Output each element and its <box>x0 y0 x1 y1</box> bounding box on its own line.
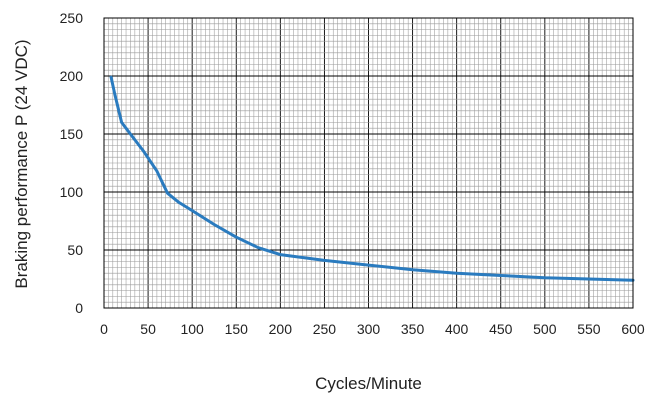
y-tick-labels: 0 50 100 150 200 250 <box>60 10 84 316</box>
y-tick-label: 150 <box>60 126 84 142</box>
y-tick-label: 250 <box>60 10 84 26</box>
x-tick-label: 350 <box>401 321 425 337</box>
x-tick-label: 50 <box>140 321 156 337</box>
x-axis-label: Cycles/Minute <box>315 374 422 393</box>
plot-frame <box>103 17 634 309</box>
y-tick-label: 100 <box>60 184 84 200</box>
x-tick-label: 300 <box>357 321 381 337</box>
x-tick-label: 200 <box>269 321 293 337</box>
y-tick-label: 200 <box>60 68 84 84</box>
x-tick-labels: 0 50 100 150 200 250 300 350 400 450 500 550 600 <box>100 321 645 337</box>
series-group <box>109 75 635 282</box>
y-axis-label: Braking performance P (24 VDC) <box>12 39 31 288</box>
series-line-0 <box>109 75 635 282</box>
y-tick-label: 50 <box>67 242 83 258</box>
x-tick-label: 450 <box>489 321 513 337</box>
x-tick-label: 100 <box>180 321 204 337</box>
grid <box>103 17 634 309</box>
x-tick-label: 550 <box>577 321 601 337</box>
y-tick-label: 0 <box>75 300 83 316</box>
x-tick-label: 0 <box>100 321 108 337</box>
x-tick-label: 500 <box>533 321 557 337</box>
x-tick-label: 150 <box>225 321 249 337</box>
x-tick-label: 400 <box>445 321 469 337</box>
x-tick-label: 600 <box>621 321 645 337</box>
x-tick-label: 250 <box>313 321 337 337</box>
